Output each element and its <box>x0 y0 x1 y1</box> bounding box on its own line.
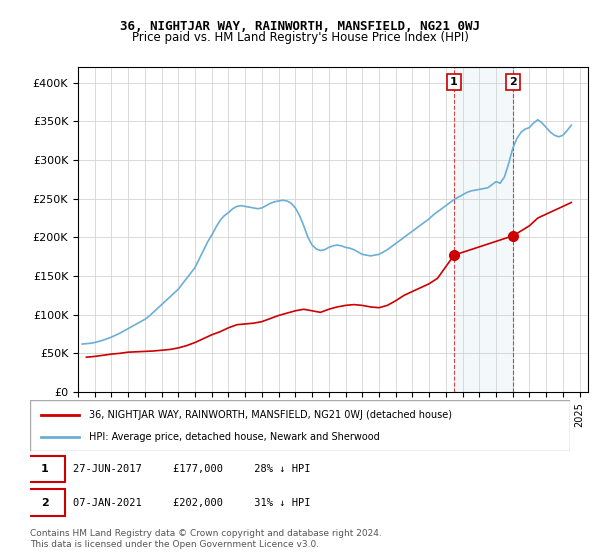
Text: 07-JAN-2021     £202,000     31% ↓ HPI: 07-JAN-2021 £202,000 31% ↓ HPI <box>73 498 311 508</box>
FancyBboxPatch shape <box>25 489 65 516</box>
Text: 2: 2 <box>41 498 49 508</box>
Text: 1: 1 <box>41 464 49 474</box>
Text: 27-JUN-2017     £177,000     28% ↓ HPI: 27-JUN-2017 £177,000 28% ↓ HPI <box>73 464 311 474</box>
Text: HPI: Average price, detached house, Newark and Sherwood: HPI: Average price, detached house, Newa… <box>89 432 380 442</box>
Text: 1: 1 <box>450 77 458 87</box>
Text: 36, NIGHTJAR WAY, RAINWORTH, MANSFIELD, NG21 0WJ: 36, NIGHTJAR WAY, RAINWORTH, MANSFIELD, … <box>120 20 480 32</box>
Text: Contains HM Land Registry data © Crown copyright and database right 2024.
This d: Contains HM Land Registry data © Crown c… <box>30 529 382 549</box>
Text: 36, NIGHTJAR WAY, RAINWORTH, MANSFIELD, NG21 0WJ (detached house): 36, NIGHTJAR WAY, RAINWORTH, MANSFIELD, … <box>89 409 452 419</box>
Text: Price paid vs. HM Land Registry's House Price Index (HPI): Price paid vs. HM Land Registry's House … <box>131 31 469 44</box>
FancyBboxPatch shape <box>30 400 570 451</box>
Bar <box>454 67 513 392</box>
FancyBboxPatch shape <box>25 456 65 483</box>
Text: 2: 2 <box>509 77 517 87</box>
